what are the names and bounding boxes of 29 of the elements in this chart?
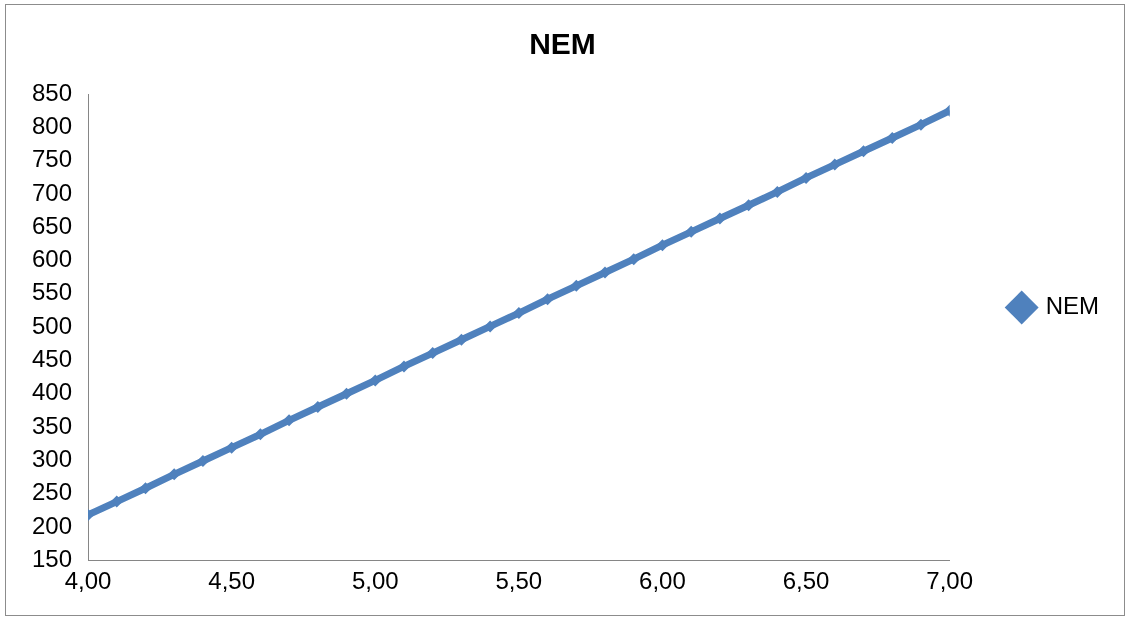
x-tick-label: 5,00 <box>351 567 399 595</box>
chart-title: NEM <box>529 27 596 61</box>
y-tick-label: 250 <box>32 478 73 506</box>
x-tick-label: 7,00 <box>926 567 974 595</box>
y-tick-label: 650 <box>32 211 73 239</box>
legend-label: NEM <box>1045 292 1100 320</box>
point <box>771 185 784 198</box>
point <box>484 320 497 333</box>
y-tick-label: 700 <box>32 178 73 206</box>
y-tick-label: 850 <box>32 78 73 106</box>
x-tick-label: 4,50 <box>208 567 256 595</box>
y-tick-label: 600 <box>32 245 73 273</box>
point <box>254 428 267 441</box>
y-tick-label: 550 <box>32 278 73 306</box>
point <box>828 158 841 171</box>
y-tick-label: 500 <box>32 311 73 339</box>
y-tick-label: 750 <box>32 145 73 173</box>
y-tick-label: 200 <box>32 511 73 539</box>
x-tick-label: 6,50 <box>782 567 830 595</box>
x-tick-label: 6,00 <box>639 567 686 595</box>
y-tick-label: 450 <box>32 345 73 373</box>
y-tick-label: 800 <box>32 111 73 139</box>
point <box>656 239 669 252</box>
point <box>225 441 238 454</box>
y-tick-label: 400 <box>32 378 73 406</box>
y-tick-label: 350 <box>32 411 73 439</box>
point <box>426 347 439 360</box>
y-tick-label: 300 <box>32 444 73 472</box>
x-tick-label: 5,50 <box>495 567 543 595</box>
